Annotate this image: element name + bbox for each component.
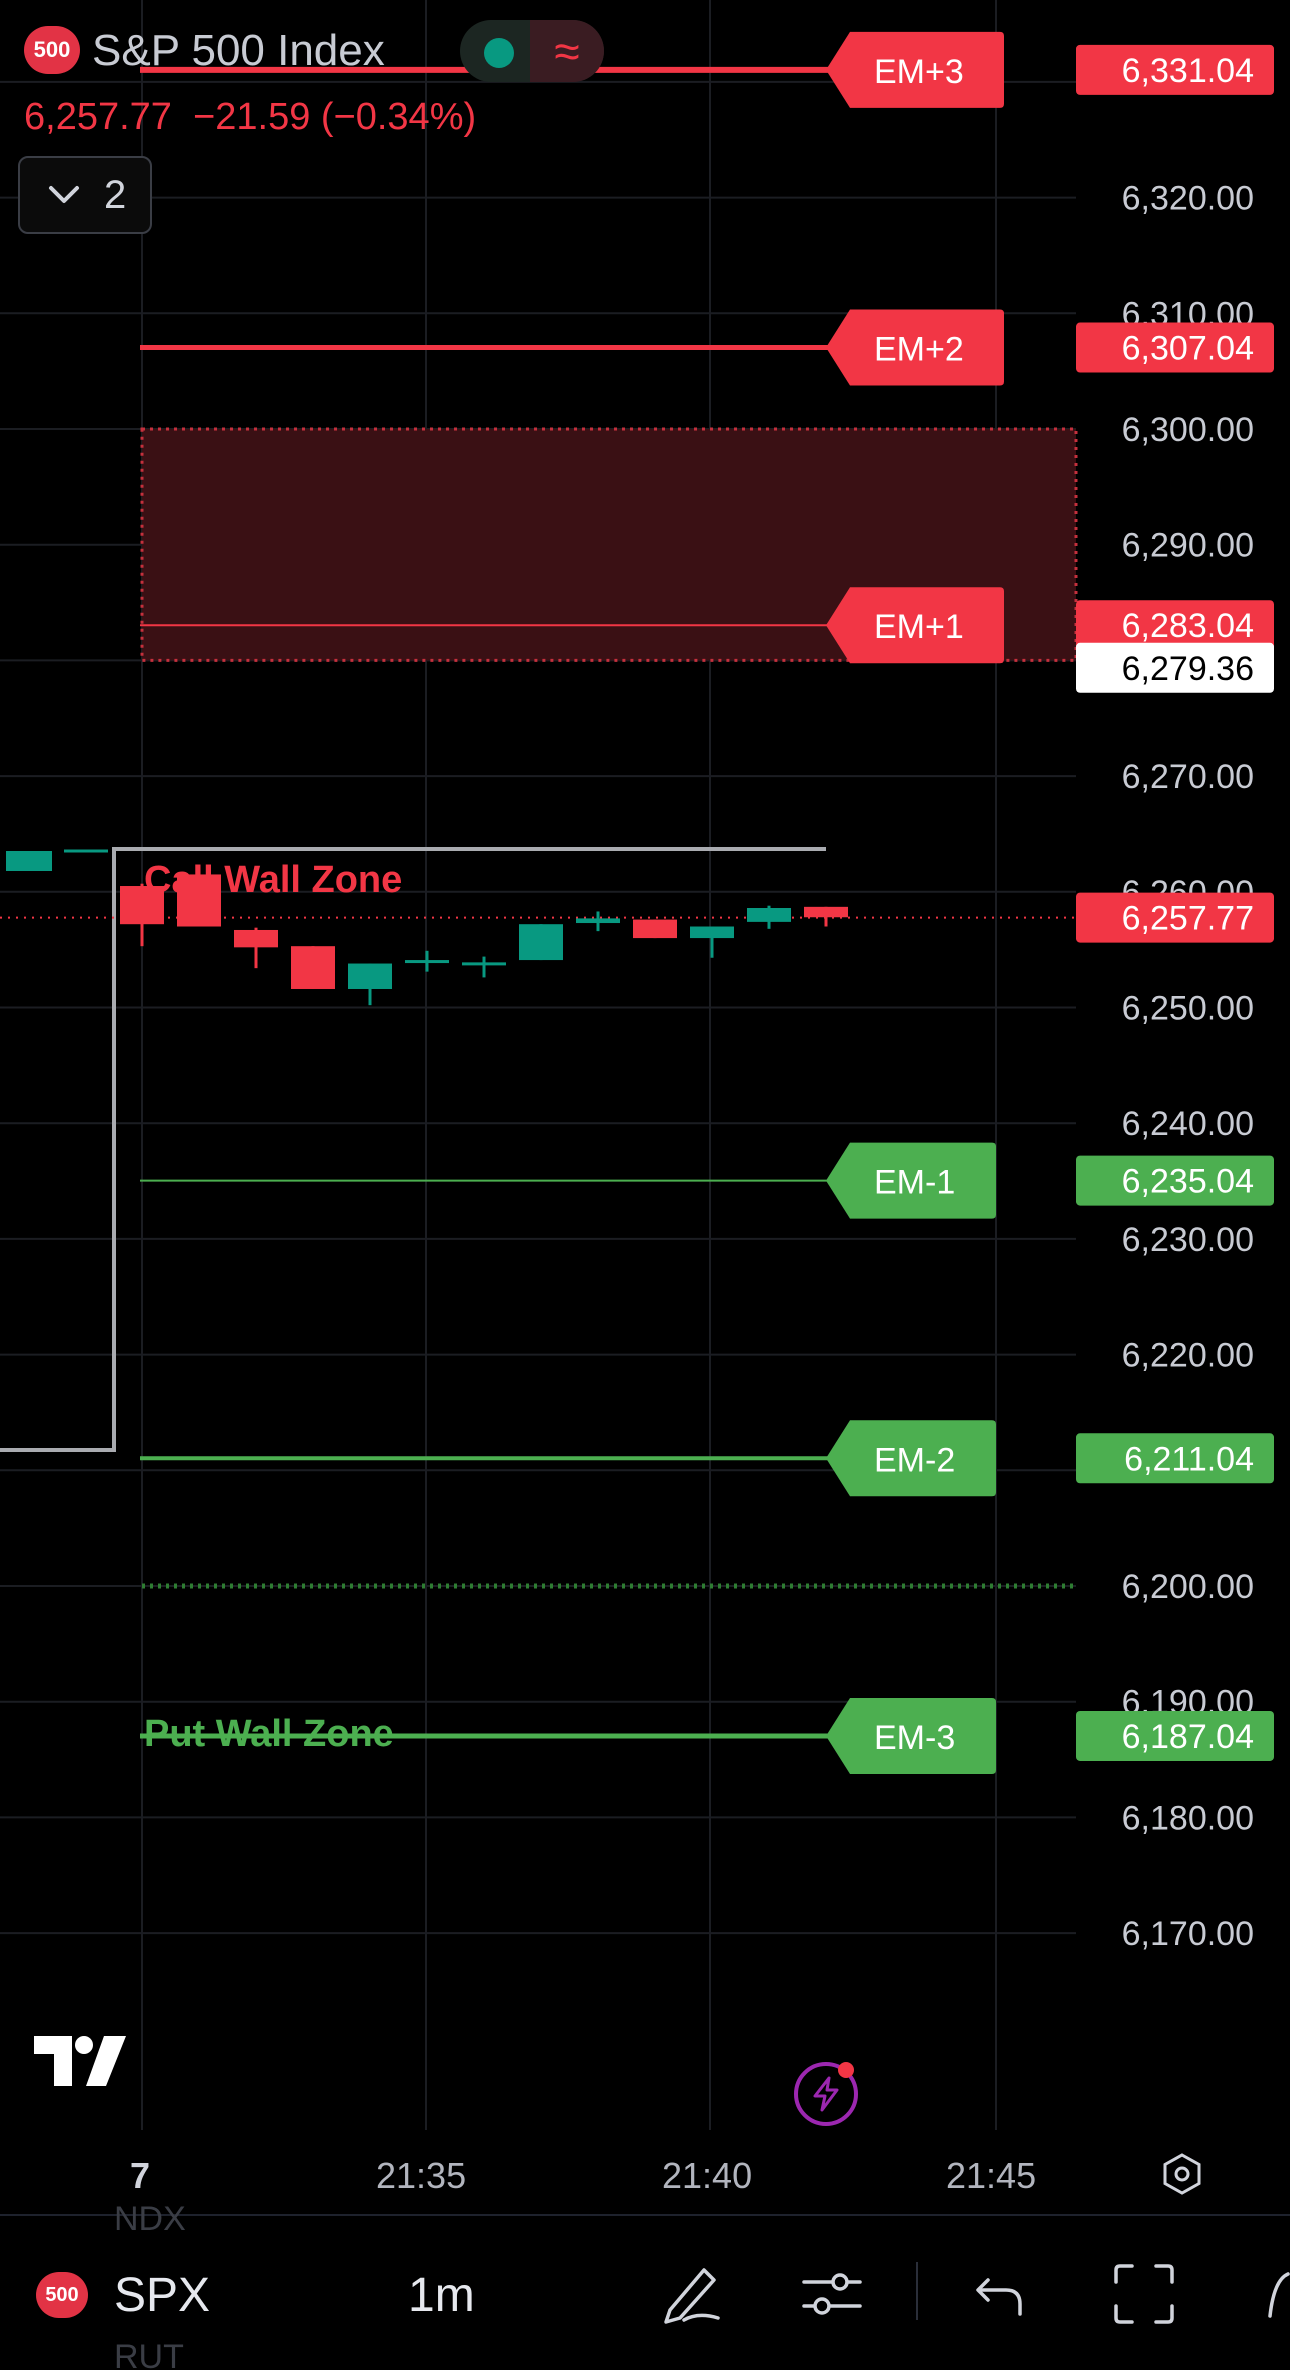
- price-tick-label: 6,170.00: [1122, 1915, 1254, 1953]
- price-change: −21.59 (−0.34%): [193, 96, 477, 138]
- candle-body: [519, 924, 563, 961]
- toolbar-symbol-logo: 500: [36, 2272, 88, 2318]
- em-level-label: EM+2: [874, 331, 964, 369]
- candle: [6, 851, 52, 871]
- em-level-label: EM-3: [874, 1719, 955, 1757]
- price-badge-label: 6,279.36: [1122, 650, 1254, 688]
- em-level-tag: [826, 587, 1004, 664]
- pencil-icon[interactable]: [658, 2260, 724, 2326]
- price-tick-label: 6,270.00: [1122, 758, 1254, 796]
- em-level-tag: [826, 31, 1004, 108]
- more-tools-icon[interactable]: [1266, 2270, 1290, 2320]
- time-label: 21:45: [946, 2155, 1037, 2196]
- candle-body: [804, 906, 848, 918]
- chart-settings-icon[interactable]: [1160, 2152, 1204, 2196]
- em-level-tag: [826, 1697, 996, 1774]
- price-tick-label: 6,290.00: [1122, 527, 1254, 565]
- candle-body: [234, 929, 278, 948]
- price-change-line: 6,257.77 −21.59 (−0.34%): [24, 96, 476, 139]
- price-badge-label: 6,211.04: [1124, 1440, 1254, 1478]
- indicators-collapse-button[interactable]: 2: [18, 156, 152, 234]
- price-tick-label: 6,200.00: [1122, 1568, 1254, 1606]
- symbol-list-prev[interactable]: NDX: [114, 2200, 186, 2238]
- price-badge: [1076, 600, 1274, 651]
- symbol-selector[interactable]: SPX: [114, 2269, 211, 2322]
- candle-body: [120, 886, 164, 925]
- last-price: 6,257.77: [24, 96, 172, 138]
- em-level-label: EM+3: [874, 53, 964, 91]
- notification-dot: [838, 2062, 854, 2078]
- candle-body: [405, 960, 449, 964]
- price-badge-label: 6,235.04: [1122, 1163, 1254, 1201]
- candle-body: [291, 946, 335, 989]
- candle-body: [747, 907, 791, 922]
- price-tick-label: 6,250.00: [1122, 990, 1254, 1028]
- time-label: 7: [130, 2155, 151, 2196]
- price-badge: [1076, 322, 1274, 373]
- candle-body: [576, 918, 620, 924]
- interval-selector[interactable]: 1m: [408, 2269, 475, 2322]
- em-level-label: EM-2: [874, 1441, 955, 1479]
- price-tick-label: 6,320.00: [1122, 180, 1254, 218]
- price-tick-label: 6,300.00: [1122, 411, 1254, 449]
- price-badge-label: 6,331.04: [1122, 52, 1254, 90]
- sliders-icon[interactable]: [800, 2262, 864, 2326]
- price-tick-label: 6,180.00: [1122, 1799, 1254, 1837]
- price-tick-label: 6,230.00: [1122, 1221, 1254, 1259]
- price-badge-label: 6,187.04: [1122, 1718, 1254, 1756]
- price-badge: [1076, 892, 1274, 943]
- price-badge: [1076, 44, 1274, 95]
- time-label: 21:35: [376, 2155, 467, 2196]
- wave-icon: ≈: [530, 20, 604, 82]
- candle-body: [690, 926, 734, 939]
- em-level-tag: [826, 1420, 996, 1497]
- step-line: [0, 847, 826, 1452]
- price-badge: [1076, 1433, 1274, 1484]
- price-badge-label: 6,307.04: [1122, 330, 1254, 368]
- em-level-label: EM+1: [874, 608, 964, 646]
- candle-body: [633, 919, 677, 939]
- symbol-logo: 500: [24, 26, 80, 74]
- candle-body: [177, 874, 221, 927]
- price-badge: [1076, 642, 1274, 693]
- price-badge-label: 6,257.77: [1122, 900, 1254, 938]
- candle-body: [462, 962, 506, 966]
- lightning-button[interactable]: [794, 2062, 858, 2126]
- toolbar-divider: [916, 2262, 918, 2320]
- em-level-tag: [826, 1142, 996, 1219]
- price-badge-label: 6,283.04: [1122, 607, 1254, 645]
- candle-body: [348, 963, 392, 989]
- market-open-dot-icon: [484, 38, 514, 68]
- undo-icon[interactable]: [974, 2270, 1026, 2320]
- symbol-title[interactable]: S&P 500 Index: [92, 26, 385, 75]
- lightning-icon: [813, 2076, 839, 2112]
- time-label: 21:40: [662, 2155, 753, 2196]
- price-tick-label: 6,240.00: [1122, 1105, 1254, 1143]
- tradingview-logo-icon[interactable]: [34, 2036, 126, 2086]
- fullscreen-icon[interactable]: [1112, 2262, 1176, 2326]
- symbol-list-next[interactable]: RUT: [114, 2338, 184, 2370]
- price-badge: [1076, 1155, 1274, 1206]
- em-level-label: EM-1: [874, 1164, 955, 1202]
- price-tick-label: 6,220.00: [1122, 1337, 1254, 1375]
- bottom-toolbar: [0, 2214, 1290, 2370]
- indicators-count: 2: [104, 172, 127, 217]
- chevron-down-icon: [49, 186, 79, 203]
- price-badge: [1076, 1710, 1274, 1761]
- em-level-tag: [826, 309, 1004, 386]
